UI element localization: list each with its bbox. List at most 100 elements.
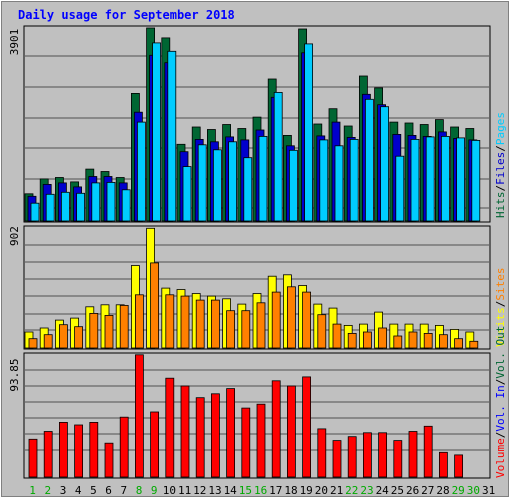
bar-pages-day-5 [91, 182, 101, 222]
bar-sites-day-3 [59, 324, 68, 349]
bar-sites-day-4 [74, 326, 83, 349]
legend-top: Hits/Files/Pages [494, 112, 507, 218]
bar-sites-day-2 [43, 334, 53, 349]
legend-entry: Pages [494, 112, 507, 145]
x-tick-label: 8 [136, 484, 143, 497]
x-tick-label: 30 [467, 484, 480, 497]
bar-volume-day-15 [241, 407, 251, 478]
legend-entry: Volume [494, 438, 507, 478]
bar-pages-day-24 [380, 106, 390, 222]
bar-volume-day-2 [43, 431, 53, 478]
bar-volume-day-9 [150, 411, 160, 478]
legend-entry: Hits [494, 192, 507, 219]
bar-pages-day-13 [212, 149, 222, 222]
bar-sites-day-29 [454, 338, 464, 349]
x-tick-label: 1 [29, 484, 36, 497]
chart-title: Daily usage for September 2018 [18, 8, 235, 22]
bar-sites-day-20 [317, 314, 327, 349]
x-tick-label: 17 [269, 484, 282, 497]
bar-pages-day-18 [288, 149, 298, 222]
bar-pages-day-9 [152, 42, 162, 222]
x-tick-label: 12 [193, 484, 206, 497]
bar-pages-day-2 [45, 193, 55, 222]
bar-volume-day-23 [362, 432, 372, 478]
bar-sites-day-1 [28, 338, 38, 349]
bar-sites-day-19 [302, 291, 312, 349]
bar-volume-day-28 [438, 451, 448, 478]
bar-pages-day-26 [410, 138, 420, 222]
bar-volume-day-12 [195, 397, 205, 478]
bar-pages-day-17 [273, 92, 283, 222]
bar-sites-day-11 [180, 295, 190, 349]
x-tick-label: 25 [391, 484, 404, 497]
bar-volume-day-5 [89, 421, 99, 478]
bar-volume-day-24 [378, 432, 388, 478]
x-tick-label: 24 [376, 484, 390, 497]
bar-pages-day-19 [304, 43, 314, 222]
bar-sites-day-8 [134, 294, 144, 349]
bar-volume-day-29 [454, 454, 464, 478]
bar-volume-day-7 [119, 416, 129, 478]
bar-pages-day-4 [76, 192, 85, 222]
x-tick-label: 23 [360, 484, 373, 497]
bar-sites-day-15 [241, 310, 251, 349]
bar-sites-day-21 [332, 323, 342, 349]
bar-pages-day-10 [167, 50, 177, 222]
bar-volume-day-13 [210, 393, 220, 478]
x-tick-label: 26 [406, 484, 419, 497]
y-max-label-middle: 902 [8, 226, 21, 246]
bar-sites-day-25 [393, 335, 403, 349]
bar-volume-day-20 [317, 428, 327, 478]
legend-entry: Vol. In [494, 385, 507, 431]
x-tick-label: 5 [90, 484, 97, 497]
bar-pages-day-15 [243, 157, 253, 222]
bar-volume-day-4 [74, 424, 83, 478]
bar-volume-day-16 [256, 403, 266, 478]
legend-bottom: Volume/Vol. In/Vol. Out [494, 326, 507, 478]
x-tick-label: 7 [120, 484, 127, 497]
x-tick-label: 16 [254, 484, 267, 497]
bar-sites-day-22 [347, 332, 357, 349]
bar-pages-day-1 [30, 202, 40, 222]
bar-sites-day-18 [286, 286, 296, 349]
bar-pages-day-20 [319, 139, 329, 222]
bar-volume-day-6 [104, 442, 114, 478]
bar-sites-day-9 [150, 262, 160, 349]
x-tick-label: 4 [75, 484, 82, 497]
legend-entry: Sites [494, 268, 507, 301]
bar-pages-day-11 [182, 166, 192, 222]
x-tick-label: 15 [239, 484, 252, 497]
bar-pages-day-16 [258, 135, 268, 222]
bar-sites-day-14 [226, 310, 236, 349]
x-tick-label: 9 [151, 484, 158, 497]
bar-pages-day-30 [471, 139, 481, 222]
bar-volume-day-8 [134, 354, 144, 478]
bar-volume-day-22 [347, 436, 357, 478]
legend-entry: Files [494, 152, 507, 185]
legend-entry: Visits [494, 307, 507, 347]
bar-sites-day-12 [195, 299, 205, 349]
x-tick-label: 11 [178, 484, 191, 497]
bar-sites-day-16 [256, 302, 266, 349]
bar-pages-day-25 [395, 155, 405, 222]
bar-pages-day-7 [121, 189, 131, 222]
bar-sites-day-27 [423, 332, 433, 349]
x-tick-label: 2 [44, 484, 51, 497]
x-tick-label: 19 [300, 484, 313, 497]
bar-sites-day-10 [165, 294, 175, 349]
x-tick-label: 13 [208, 484, 221, 497]
bar-sites-day-30 [469, 340, 479, 349]
legend-entry: Vol. Out [494, 326, 507, 379]
bar-sites-day-5 [89, 312, 99, 349]
bar-volume-day-25 [393, 440, 403, 478]
legend-middle: Visits/Sites [494, 268, 507, 348]
bar-volume-day-17 [271, 380, 281, 478]
x-tick-label: 28 [436, 484, 449, 497]
bar-sites-day-24 [378, 327, 388, 349]
bar-pages-day-27 [425, 136, 435, 222]
bar-sites-day-28 [438, 334, 448, 349]
bar-pages-day-3 [61, 191, 70, 222]
bar-pages-day-8 [136, 121, 146, 222]
bar-volume-day-27 [423, 425, 433, 478]
